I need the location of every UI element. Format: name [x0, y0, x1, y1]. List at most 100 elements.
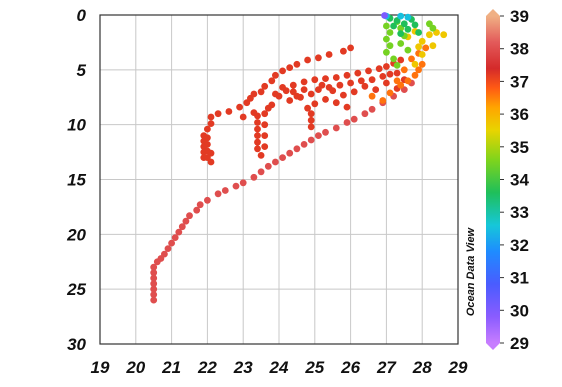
data-point [293, 60, 301, 68]
data-point [390, 22, 397, 30]
colorbar-tick-label: 39 [510, 7, 529, 26]
data-point [343, 119, 351, 126]
data-point [354, 69, 362, 77]
data-point [383, 22, 390, 30]
data-point [368, 105, 376, 113]
data-point [343, 103, 351, 111]
data-point [383, 35, 390, 43]
data-point [150, 263, 158, 271]
x-tick-label: 29 [448, 358, 468, 377]
data-point [214, 190, 222, 198]
data-point [286, 97, 294, 104]
data-point [257, 88, 265, 96]
data-point [178, 223, 186, 231]
y-tick-label: 30 [67, 335, 86, 354]
data-point [418, 60, 426, 68]
data-point [250, 173, 258, 181]
data-point [307, 136, 315, 144]
colorbar: 29 30 31 32 33 34 35 36 37 38 39 [486, 7, 529, 353]
colorbar-tick-label: 30 [510, 301, 529, 320]
data-point [168, 239, 176, 247]
data-point [261, 143, 269, 151]
colorbar-tick-label: 37 [510, 72, 529, 91]
data-point [279, 67, 286, 75]
data-point [307, 123, 315, 131]
data-point [329, 87, 337, 95]
data-point [383, 79, 390, 87]
data-point [225, 108, 233, 115]
data-point [293, 145, 301, 153]
data-point [221, 187, 229, 194]
data-point [286, 149, 294, 157]
data-point [325, 51, 333, 58]
y-tick-label: 10 [67, 116, 86, 135]
data-point [347, 79, 354, 87]
data-point [300, 141, 308, 148]
data-point [272, 71, 279, 79]
data-point [250, 109, 258, 116]
data-point [429, 42, 437, 50]
data-point [232, 182, 240, 190]
data-point [307, 90, 315, 98]
data-point [261, 121, 269, 129]
data-point [397, 12, 405, 20]
data-point [261, 82, 269, 90]
data-point [386, 70, 394, 78]
data-point [379, 73, 387, 80]
data-point [279, 84, 286, 91]
data-point [404, 46, 412, 54]
data-point [336, 81, 344, 89]
data-point [361, 110, 369, 118]
data-point [426, 31, 433, 39]
data-point [322, 96, 329, 103]
data-point [386, 42, 394, 50]
axis-ticks: 19 20 21 22 23 24 25 26 27 28 29 0 5 10 15 20 25 30 [66, 6, 468, 377]
data-point [307, 110, 315, 118]
data-point [393, 77, 401, 85]
data-point [415, 66, 422, 74]
y-tick-label: 5 [77, 61, 87, 80]
data-point [289, 81, 297, 89]
data-point [332, 74, 340, 81]
data-point [357, 77, 365, 85]
data-point [386, 89, 394, 97]
data-point [254, 119, 261, 126]
data-point [150, 291, 158, 298]
x-tick-label: 20 [125, 358, 145, 377]
data-point [368, 76, 376, 84]
data-point [171, 234, 179, 242]
data-point [415, 29, 422, 36]
x-tick-label: 23 [233, 358, 253, 377]
data-point [182, 217, 190, 225]
data-point [322, 128, 329, 136]
data-point [254, 145, 261, 153]
colorbar-tick-label: 38 [510, 40, 529, 59]
x-tick-label: 21 [161, 358, 181, 377]
colorbar-bottom-cap [486, 343, 500, 350]
data-point [264, 162, 272, 170]
data-point [307, 116, 315, 124]
data-point [272, 90, 279, 98]
y-tick-label: 20 [66, 225, 86, 244]
colorbar-tick-label: 31 [510, 269, 529, 288]
data-point [375, 65, 383, 73]
data-point [272, 158, 279, 166]
data-point [207, 149, 215, 157]
data-point [404, 77, 412, 85]
data-point [311, 76, 319, 84]
data-point [350, 88, 358, 96]
data-point [257, 152, 265, 159]
data-point [261, 132, 269, 140]
data-point [175, 228, 183, 236]
colorbar-tick-label: 29 [510, 334, 529, 353]
data-point [429, 24, 437, 32]
data-point [390, 55, 397, 63]
colorbar-tick-label: 36 [510, 105, 529, 124]
data-point [193, 206, 201, 214]
data-point [286, 64, 294, 71]
x-tick-label: 24 [269, 358, 289, 377]
data-point [418, 37, 426, 45]
colorbar-gradient [486, 16, 500, 343]
data-point [397, 30, 405, 37]
y-tick-label: 0 [77, 6, 87, 25]
